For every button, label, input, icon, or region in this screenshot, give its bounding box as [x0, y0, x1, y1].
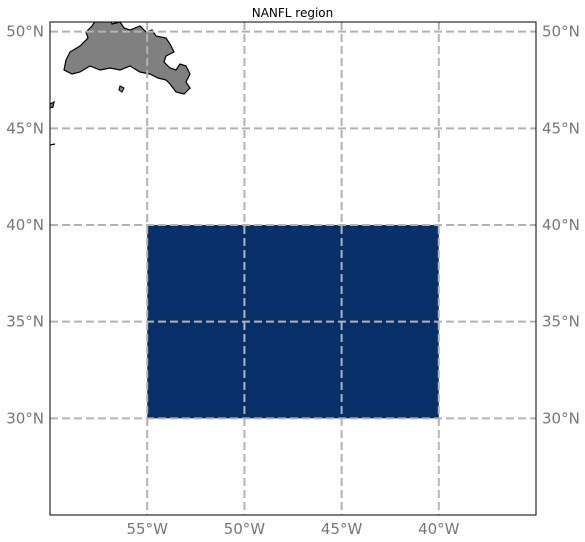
- nova-scotia-edge: [50, 100, 55, 109]
- lat-tick-label-left: 40°N: [6, 216, 44, 234]
- lon-tick-label: 45°W: [321, 520, 363, 538]
- latitude-labels-right: 30°N 35°N 40°N 45°N 50°N: [542, 23, 580, 428]
- lat-tick-label-left: 35°N: [6, 313, 44, 331]
- lon-tick-label: 55°W: [126, 520, 168, 538]
- lat-tick-label-right: 35°N: [542, 313, 580, 331]
- lat-tick-label-right: 40°N: [542, 216, 580, 234]
- longitude-labels: 55°W 50°W 45°W 40°W: [126, 520, 459, 538]
- map-title: NANFL region: [252, 6, 334, 20]
- gridlines: [50, 22, 536, 515]
- lat-tick-label-right: 45°N: [542, 119, 580, 137]
- lat-tick-label-right: 30°N: [542, 409, 580, 427]
- cape-breton-edge: [50, 143, 56, 146]
- latitude-labels-left: 30°N 35°N 40°N 45°N 50°N: [6, 23, 44, 428]
- lat-tick-label-left: 45°N: [6, 119, 44, 137]
- newfoundland-landmass: [63, 22, 191, 95]
- lat-tick-label-left: 50°N: [6, 23, 44, 41]
- map-plot-area: [49, 21, 537, 516]
- lat-tick-label-right: 50°N: [542, 23, 580, 41]
- lat-tick-label-left: 30°N: [6, 409, 44, 427]
- lon-tick-label: 40°W: [418, 520, 460, 538]
- map-frame: [49, 21, 537, 516]
- small-island: [118, 85, 125, 93]
- lon-tick-label: 50°W: [224, 520, 266, 538]
